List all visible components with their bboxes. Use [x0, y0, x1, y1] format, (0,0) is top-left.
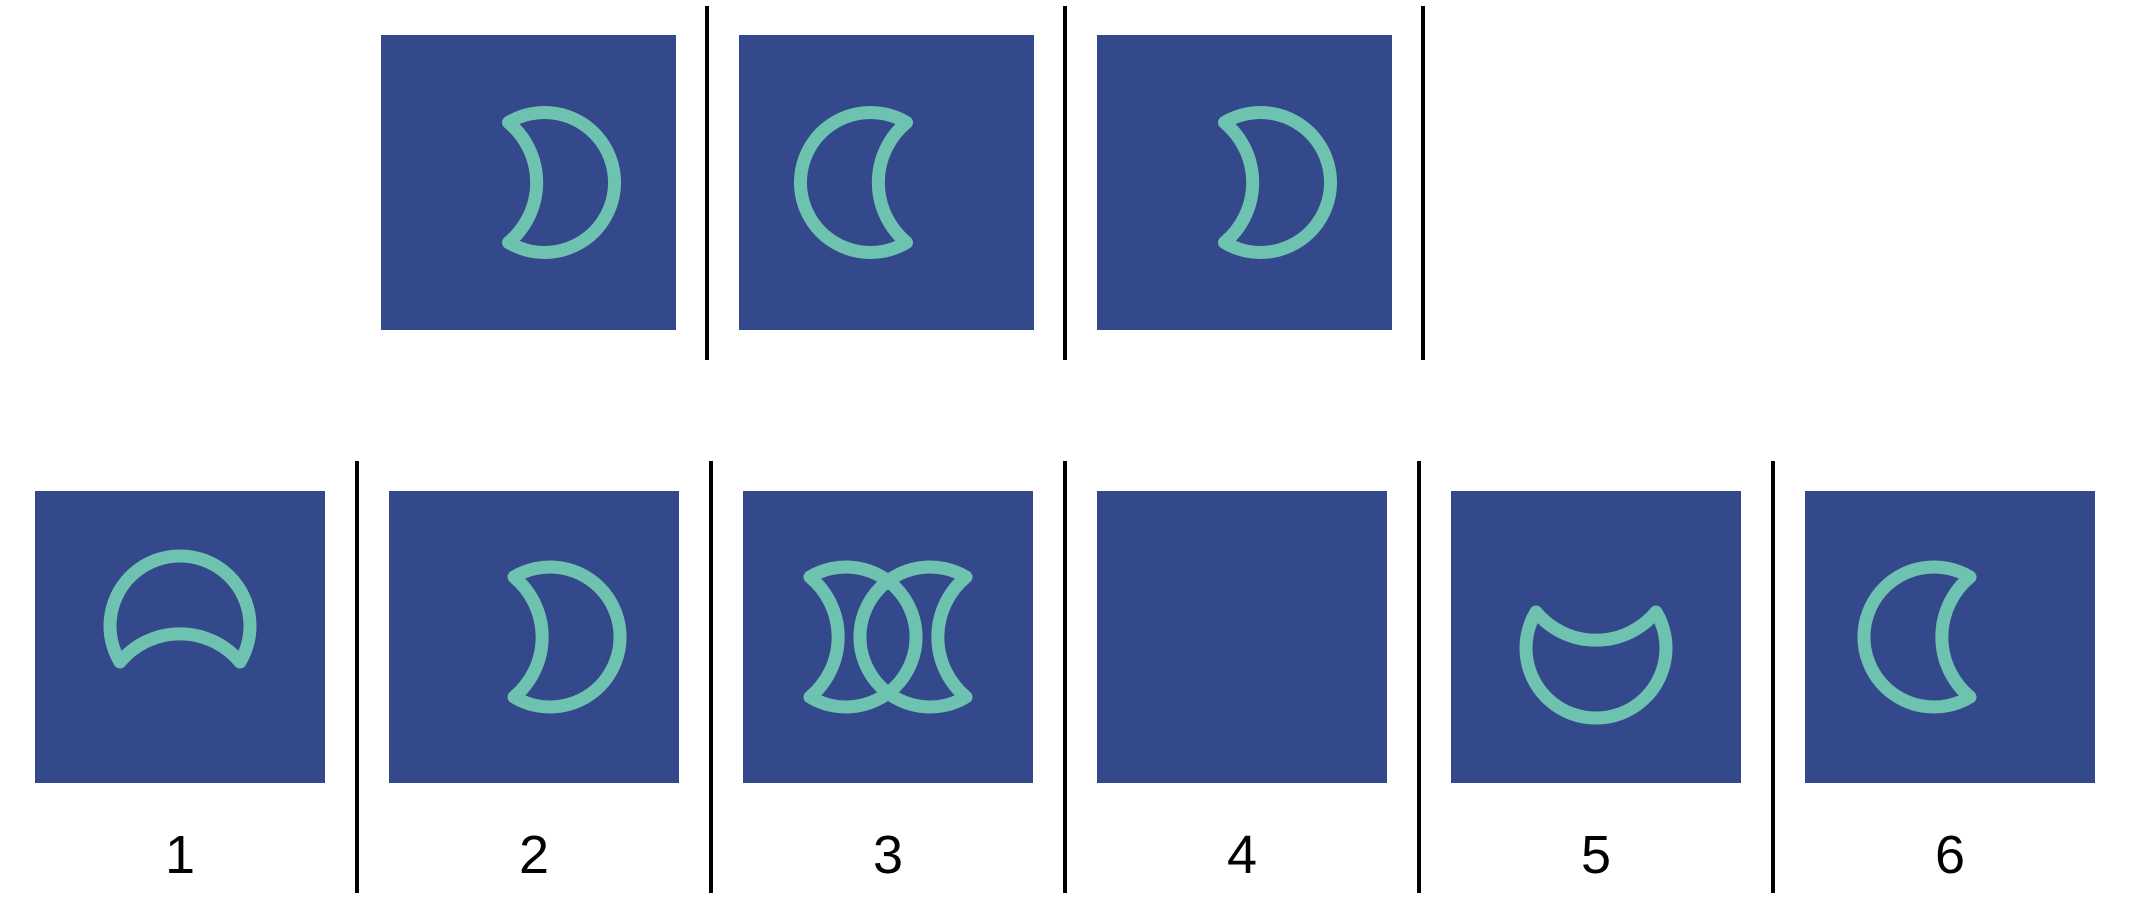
option-label-1: 1 — [165, 825, 195, 885]
option-5[interactable]: 5 — [1451, 491, 1741, 885]
option-tile-3-background — [743, 491, 1033, 783]
option-4[interactable]: 4 — [1097, 491, 1387, 885]
option-tile-2-background — [389, 491, 679, 783]
sequence-tile-3-background — [1097, 35, 1392, 330]
option-3[interactable]: 3 — [743, 491, 1033, 885]
option-tile-3 — [743, 491, 1033, 783]
option-label-3: 3 — [873, 825, 903, 885]
option-tile-6 — [1805, 491, 2095, 783]
option-tile-2 — [389, 491, 679, 783]
sequence-row — [381, 6, 1423, 360]
sequence-tile-3 — [1097, 35, 1392, 330]
sequence-tile-1 — [381, 35, 676, 330]
option-tile-6-background — [1805, 491, 2095, 783]
sequence-tile-2 — [739, 35, 1034, 330]
option-6[interactable]: 6 — [1805, 491, 2095, 885]
option-label-6: 6 — [1935, 825, 1965, 885]
option-tile-1 — [35, 491, 325, 783]
sequence-tile-2-background — [739, 35, 1034, 330]
option-label-5: 5 — [1581, 825, 1611, 885]
options-row: 1 2 3 4 5 6 — [35, 461, 2095, 893]
option-2[interactable]: 2 — [389, 491, 679, 885]
option-label-4: 4 — [1227, 825, 1257, 885]
option-tile-5 — [1451, 491, 1741, 783]
option-label-2: 2 — [519, 825, 549, 885]
option-tile-4 — [1097, 491, 1387, 783]
option-1[interactable]: 1 — [35, 491, 325, 885]
option-tile-4-background — [1097, 491, 1387, 783]
sequence-tile-1-background — [381, 35, 676, 330]
